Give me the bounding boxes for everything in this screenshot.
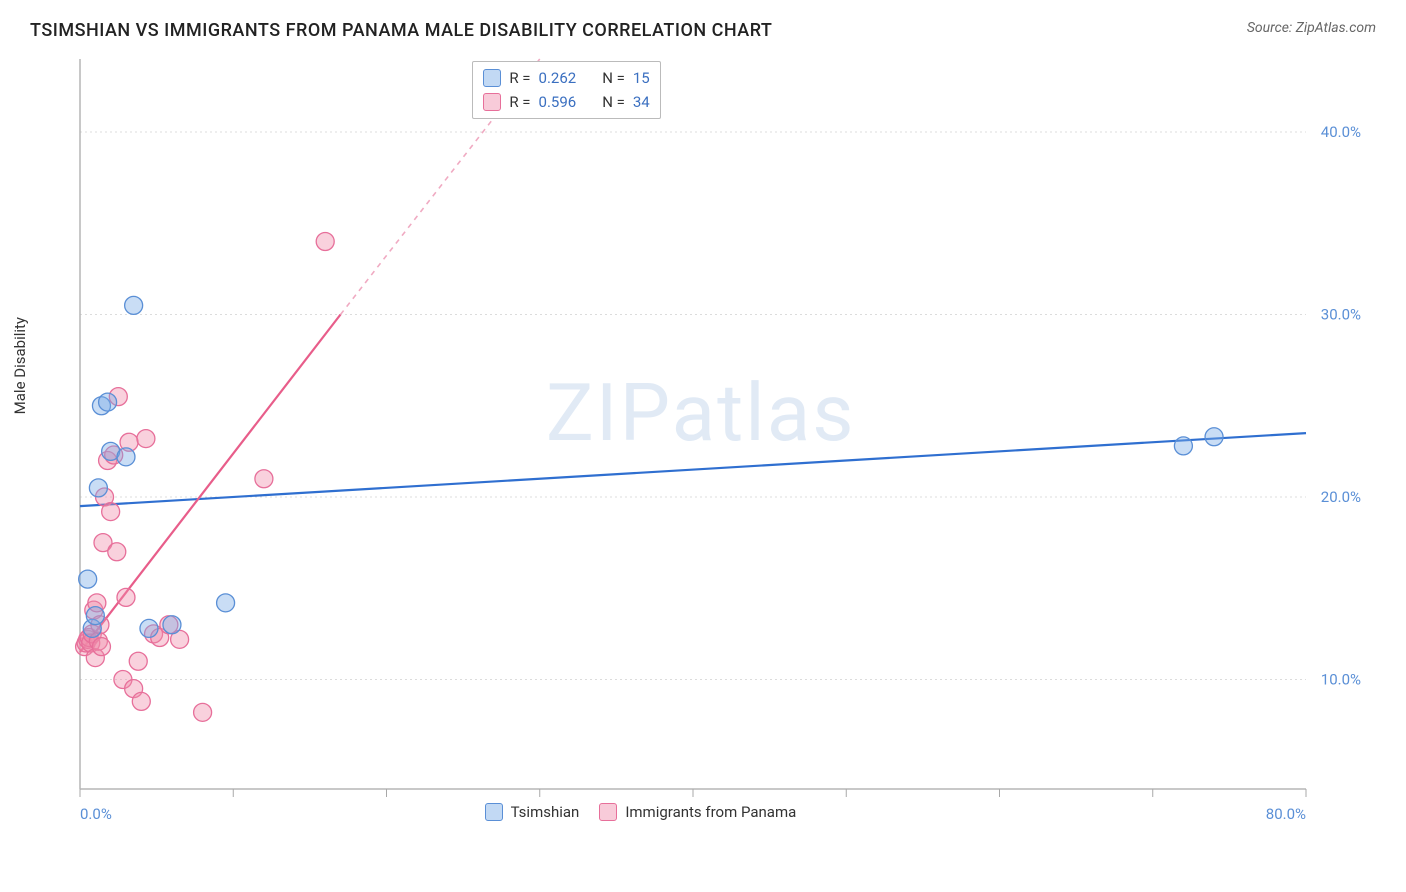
data-point	[163, 616, 181, 634]
chart-title: TSIMSHIAN VS IMMIGRANTS FROM PANAMA MALE…	[30, 20, 772, 41]
x-tick-label: 0.0%	[80, 805, 112, 823]
correlation-legend-row: R = 0.596 N = 34	[483, 90, 649, 114]
data-point	[217, 594, 235, 612]
data-point	[89, 479, 107, 497]
legend-n-label: N =	[602, 66, 625, 90]
series-legend-label: Immigrants from Panama	[625, 803, 796, 821]
data-point	[99, 393, 117, 411]
legend-n-value: 15	[633, 66, 650, 90]
series-legend-label: Tsimshian	[511, 803, 580, 821]
data-point	[129, 652, 147, 670]
legend-swatch	[483, 69, 501, 87]
data-point	[137, 430, 155, 448]
legend-swatch	[483, 93, 501, 111]
data-point	[194, 703, 212, 721]
y-tick-label: 20.0%	[1321, 488, 1361, 506]
series-legend-item: Tsimshian	[485, 803, 580, 821]
data-point	[108, 543, 126, 561]
data-point	[102, 503, 120, 521]
data-point	[1174, 437, 1192, 455]
data-point	[117, 448, 135, 466]
legend-swatch	[485, 803, 503, 821]
data-point	[140, 619, 158, 637]
chart-container: TSIMSHIAN VS IMMIGRANTS FROM PANAMA MALE…	[0, 0, 1406, 892]
source-attribution: Source: ZipAtlas.com	[1247, 20, 1376, 36]
y-tick-label: 10.0%	[1321, 671, 1361, 689]
plot-wrap: Male Disability 10.0%20.0%30.0%40.0%0.0%…	[30, 49, 1376, 859]
legend-r-label: R =	[509, 90, 530, 114]
legend-r-label: R =	[509, 66, 530, 90]
y-axis-label: Male Disability	[11, 317, 29, 414]
correlation-legend: R = 0.262 N = 15 R = 0.596 N = 34	[472, 61, 660, 119]
y-tick-label: 40.0%	[1321, 123, 1361, 141]
legend-r-value: 0.262	[539, 66, 577, 90]
data-point	[79, 570, 97, 588]
series-legend-item: Immigrants from Panama	[599, 803, 796, 821]
data-point	[1205, 428, 1223, 446]
legend-swatch	[599, 803, 617, 821]
data-point	[117, 588, 135, 606]
series-legend: Tsimshian Immigrants from Panama	[485, 803, 797, 821]
legend-n-value: 34	[633, 90, 650, 114]
correlation-legend-row: R = 0.262 N = 15	[483, 66, 649, 90]
y-tick-label: 30.0%	[1321, 306, 1361, 324]
data-point	[92, 638, 110, 656]
legend-n-label: N =	[602, 90, 625, 114]
data-point	[125, 296, 143, 314]
data-point	[316, 233, 334, 251]
data-point	[255, 470, 273, 488]
scatter-plot: 10.0% 20.0% 30.0% 40.0% 0.0% 80.0%	[70, 49, 1376, 829]
header-row: TSIMSHIAN VS IMMIGRANTS FROM PANAMA MALE…	[30, 20, 1376, 41]
x-tick-label: 80.0%	[1266, 805, 1306, 823]
data-point	[86, 607, 104, 625]
data-point	[132, 692, 150, 710]
legend-r-value: 0.596	[539, 90, 577, 114]
